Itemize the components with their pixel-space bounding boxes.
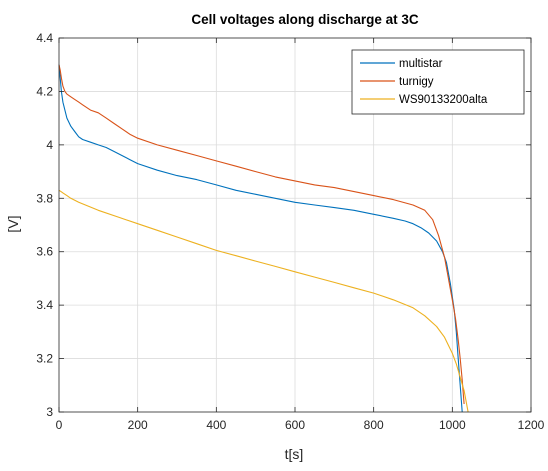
legend-label-multistar: multistar	[399, 58, 443, 70]
legend-label-turnigy: turnigy	[399, 76, 434, 88]
series-layer	[58, 64, 469, 413]
series-line-turnigy	[58, 64, 465, 405]
x-tick-label: 800	[364, 418, 384, 432]
tick-marks	[58, 37, 532, 413]
y-tick-label: 3.6	[36, 245, 53, 259]
y-tick-label: 4	[46, 138, 53, 152]
y-tick-label: 3.4	[36, 298, 53, 312]
x-tick-label: 200	[128, 418, 148, 432]
y-axis-label: [V]	[5, 215, 21, 232]
series-line-ws90133200alta	[58, 189, 469, 413]
legend-box	[351, 49, 525, 115]
legend-label-ws90133200alta: WS90133200alta	[399, 94, 488, 106]
chart-title: Cell voltages along discharge at 3C	[191, 12, 419, 27]
y-tick-label: 4.2	[36, 84, 53, 98]
x-tick-label: 400	[206, 418, 226, 432]
y-tick-label: 4.4	[36, 31, 53, 45]
x-tick-label: 0	[56, 418, 63, 432]
y-tick-label: 3	[46, 405, 53, 419]
x-tick-labels: 0 200 400 600 800 1000 1200	[56, 418, 545, 432]
y-tick-labels: 3 3.2 3.4 3.6 3.8 4 4.2 4.4	[36, 31, 53, 419]
x-tick-label: 600	[285, 418, 305, 432]
legend: multistar turnigy WS90133200alta	[351, 49, 525, 115]
y-tick-label: 3.2	[36, 352, 53, 366]
y-tick-label: 3.8	[36, 191, 53, 205]
x-tick-label: 1000	[439, 418, 466, 432]
legend-entries: multistar turnigy WS90133200alta	[360, 58, 488, 106]
x-tick-label: 1200	[518, 418, 545, 432]
x-axis-label: t[s]	[285, 446, 304, 462]
